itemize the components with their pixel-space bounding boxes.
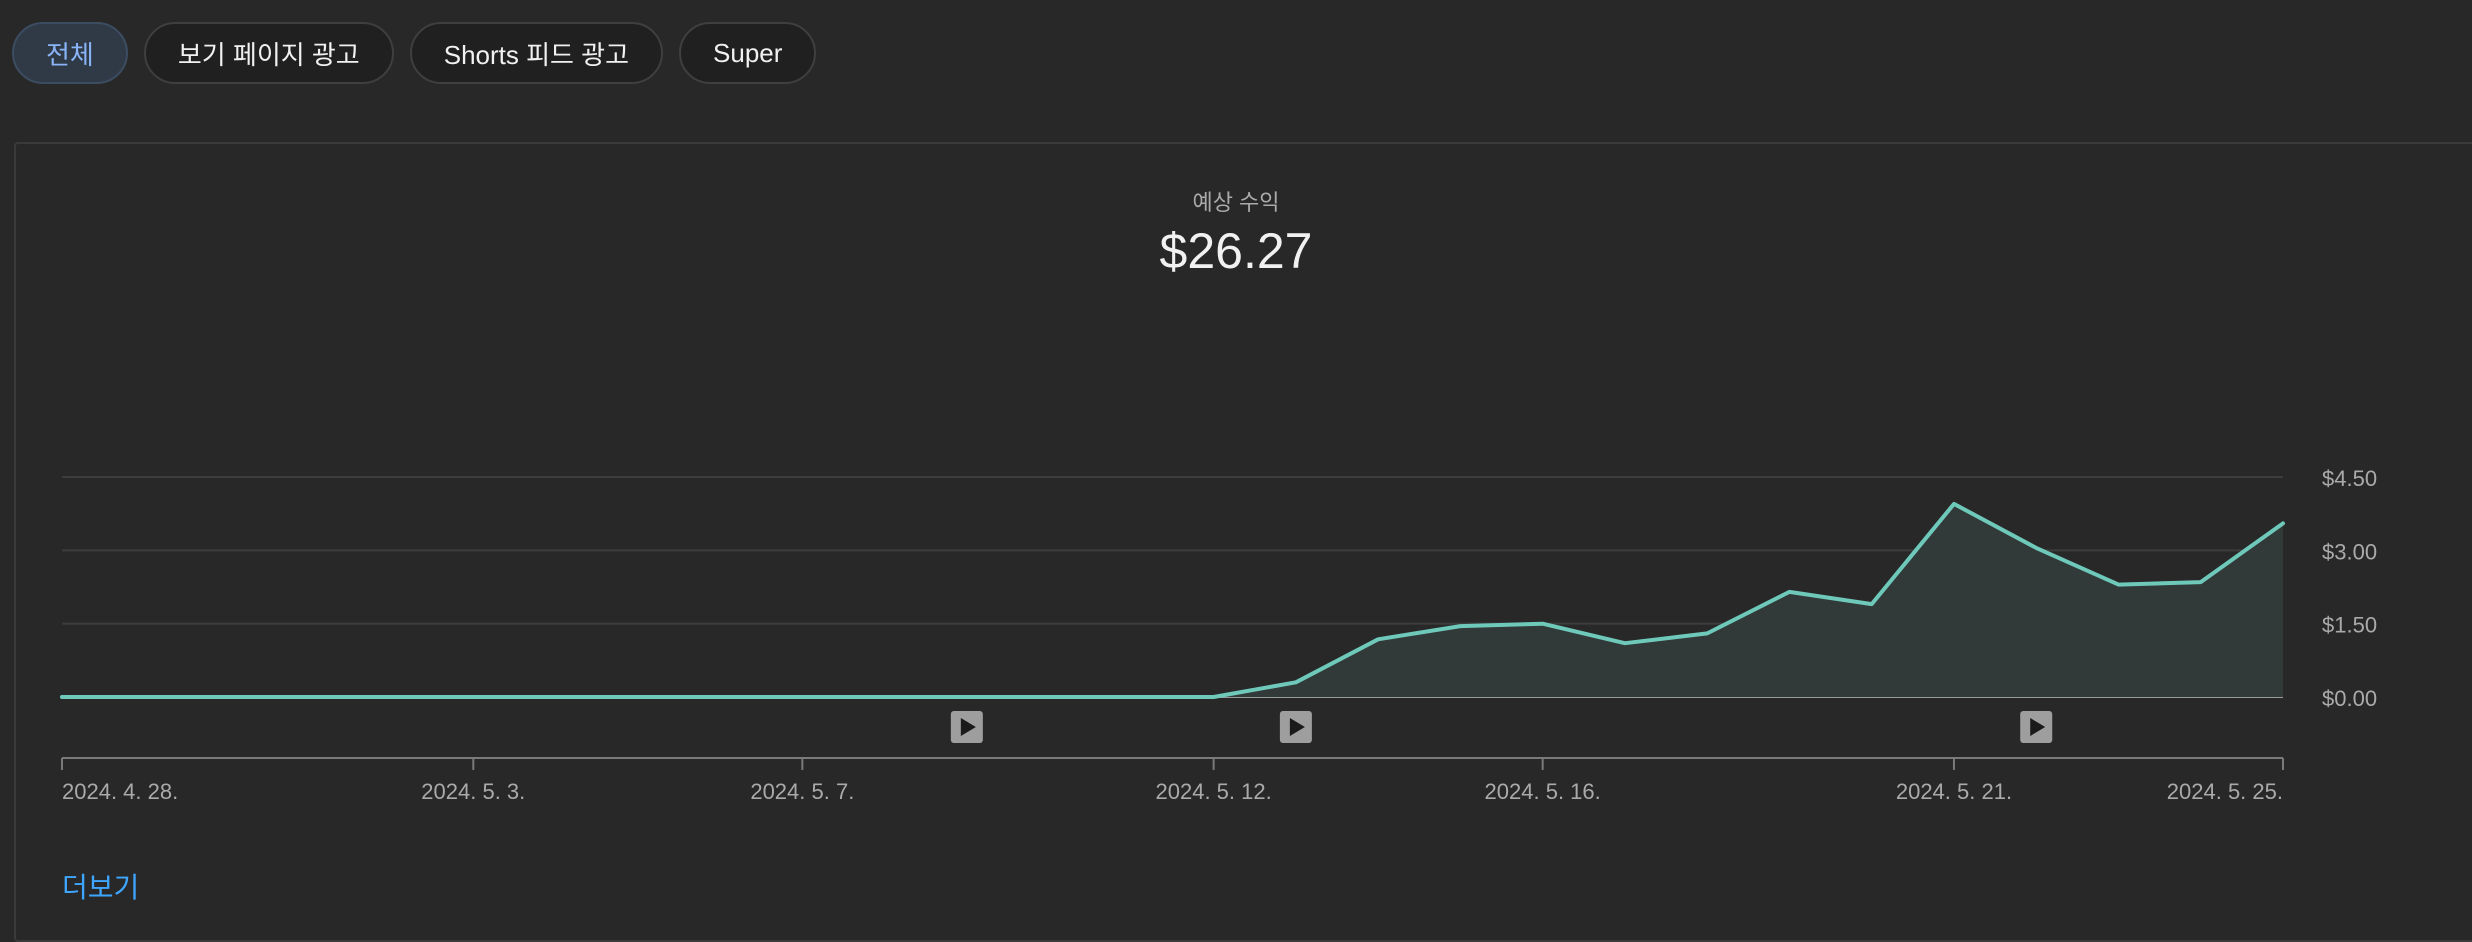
tab-super[interactable]: Super	[679, 22, 817, 84]
series-area	[62, 503, 2283, 697]
x-tick-label: 2024. 5. 7.	[750, 779, 854, 804]
tab-shorts-feed-ads[interactable]: Shorts 피드 광고	[409, 22, 664, 84]
tab-all[interactable]: 전체	[12, 22, 128, 84]
x-tick-label: 2024. 5. 16.	[1485, 779, 1601, 804]
y-tick-label: $4.50	[2322, 466, 2377, 491]
metric-label: 예상 수익	[1192, 190, 1280, 215]
x-tick-label: 2024. 5. 21.	[1896, 779, 2012, 804]
x-tick-label: 2024. 4. 28.	[62, 779, 178, 804]
video-marker-play-icon[interactable]	[950, 711, 983, 743]
filter-tabs: 전체 보기 페이지 광고 Shorts 피드 광고 Super	[12, 22, 817, 84]
x-tick-label: 2024. 5. 12.	[1156, 779, 1272, 804]
tab-watch-page-ads[interactable]: 보기 페이지 광고	[143, 22, 394, 84]
x-tick-label: 2024. 5. 3.	[421, 779, 525, 804]
x-tick-label: 2024. 5. 25.	[2167, 779, 2283, 804]
video-marker-play-icon[interactable]	[1279, 711, 1312, 743]
metric-value: $26.27	[1159, 223, 1313, 279]
y-tick-label: $3.00	[2322, 539, 2377, 564]
y-tick-label: $1.50	[2322, 613, 2377, 638]
y-tick-label: $0.00	[2322, 686, 2377, 711]
revenue-card	[14, 142, 2472, 942]
video-marker-play-icon[interactable]	[2020, 711, 2053, 743]
show-more-link[interactable]: 더보기	[62, 872, 140, 903]
series-line	[60, 501, 2285, 699]
